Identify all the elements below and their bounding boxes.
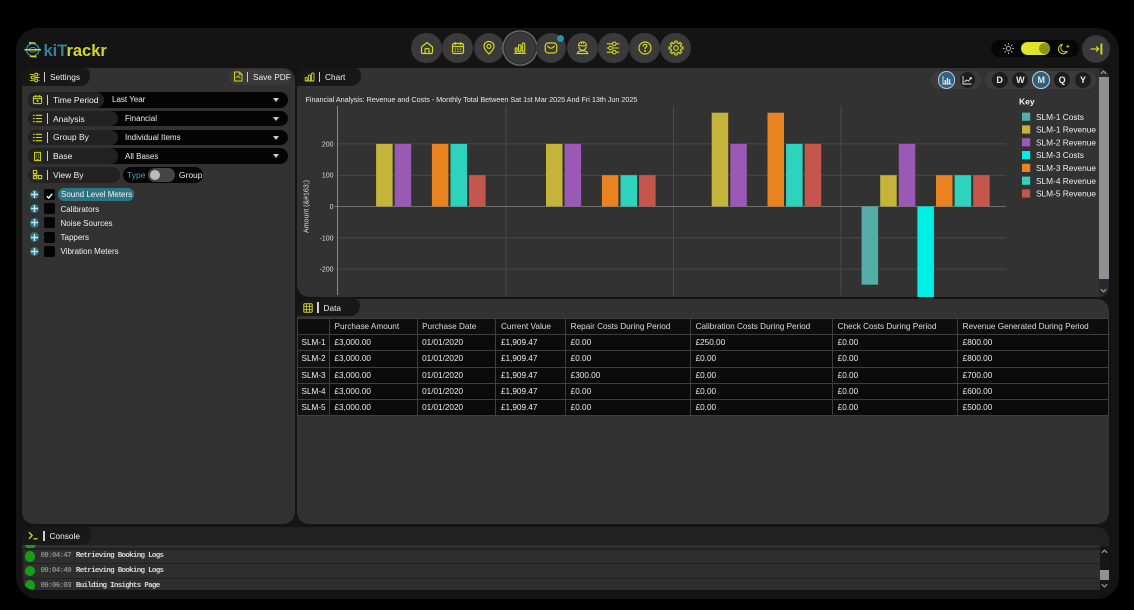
svg-text:SLM-4 Revenue: SLM-4 Revenue: [1036, 176, 1096, 186]
svg-text:SLM-3 Revenue: SLM-3 Revenue: [1036, 163, 1096, 173]
svg-text:Financial Analysis: Revenue an: Financial Analysis: Revenue and Costs - …: [306, 95, 638, 104]
svg-text:100: 100: [322, 173, 334, 180]
svg-text:0: 0: [330, 204, 334, 211]
svg-text:SLM-3 Costs: SLM-3 Costs: [1036, 150, 1084, 160]
svg-text:Key: Key: [1019, 96, 1035, 106]
svg-text:Amount (&#163;): Amount (&#163;): [304, 180, 311, 233]
svg-text:SLM-5 Revenue: SLM-5 Revenue: [1036, 189, 1096, 199]
svg-text:200: 200: [322, 141, 334, 148]
svg-text:SLM-1 Costs: SLM-1 Costs: [1036, 112, 1084, 122]
svg-text:-100: -100: [319, 235, 333, 242]
svg-text:-200: -200: [319, 267, 333, 274]
svg-text:SLM-1 Revenue: SLM-1 Revenue: [1036, 125, 1096, 135]
svg-text:SLM-2 Revenue: SLM-2 Revenue: [1036, 137, 1096, 147]
